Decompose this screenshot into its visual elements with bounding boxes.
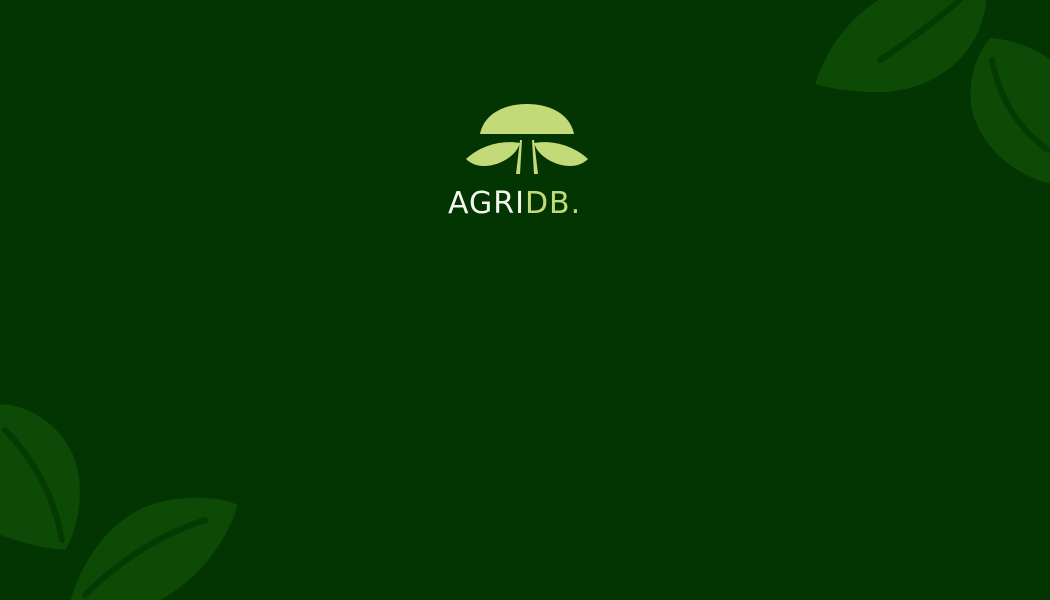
brand-name-primary: AGRI bbox=[448, 186, 525, 221]
app-logo: AGRIDB. bbox=[440, 98, 610, 228]
leaf-icon bbox=[970, 38, 1050, 184]
leaf-icon bbox=[0, 404, 80, 550]
brand-name-secondary: DB. bbox=[524, 186, 582, 221]
leaf-icon bbox=[815, 0, 986, 93]
brand-wordmark: AGRIDB. bbox=[448, 186, 581, 222]
sprout-sun-logo-icon bbox=[466, 104, 588, 174]
leaf-icon bbox=[70, 497, 238, 600]
